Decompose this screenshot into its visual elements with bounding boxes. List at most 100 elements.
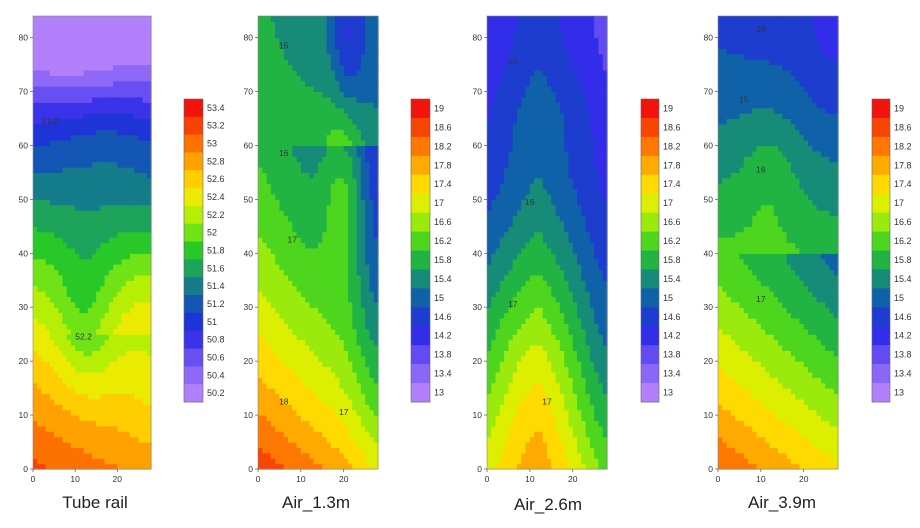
field-cell [45, 355, 51, 362]
field-cell [335, 161, 341, 168]
field-cell [322, 436, 328, 443]
field-cell [369, 107, 375, 114]
field-cell [275, 210, 281, 217]
field-cell [58, 48, 64, 55]
field-cell [66, 26, 72, 33]
field-cell [113, 156, 118, 163]
field-cell [75, 150, 80, 157]
field-cell [305, 264, 311, 271]
field-cell [279, 247, 285, 254]
field-cell [275, 291, 281, 298]
field-cell [92, 210, 97, 217]
field-cell [313, 301, 319, 308]
field-cell [262, 318, 268, 324]
field-cell [117, 312, 123, 319]
field-cell [142, 172, 148, 179]
field-cell [258, 183, 263, 190]
field-cell [108, 86, 114, 93]
field-cell [113, 59, 118, 66]
field-cell [49, 452, 55, 459]
field-cell [283, 193, 289, 200]
field-cell [96, 436, 102, 443]
field-cell [121, 204, 127, 211]
field-cell [96, 237, 102, 244]
field-cell [313, 150, 319, 157]
field-cell [335, 242, 341, 249]
field-cell [70, 377, 76, 384]
field-cell [100, 269, 106, 276]
field-cell [318, 274, 323, 281]
field-cell [113, 452, 118, 459]
field-cell [356, 425, 362, 432]
field-cell [104, 377, 110, 384]
field-cell [369, 204, 375, 211]
field-cell [108, 96, 114, 103]
field-cell [108, 361, 114, 368]
field-cell [142, 436, 148, 443]
field-cell [309, 86, 315, 93]
field-cell [70, 361, 76, 368]
field-cell [62, 301, 68, 308]
field-cell [283, 64, 289, 71]
field-cell [62, 285, 68, 292]
field-cell [37, 339, 43, 346]
field-cell [92, 307, 97, 314]
field-cell [335, 145, 341, 152]
field-cell [100, 420, 106, 427]
field-cell [275, 113, 281, 120]
field-cell [348, 140, 353, 147]
field-cell [305, 366, 311, 373]
field-cell [33, 264, 38, 271]
field-cell [309, 113, 315, 120]
field-cell [487, 301, 492, 308]
field-cell [104, 355, 110, 362]
field-cell [352, 253, 358, 260]
field-cell [33, 436, 38, 443]
field-cell [54, 75, 59, 82]
field-cell [292, 199, 298, 206]
field-cell [330, 215, 336, 222]
colorbar-swatch [184, 134, 203, 153]
plot-frame [257, 15, 379, 470]
field-cell [309, 253, 315, 260]
field-cell [326, 215, 332, 222]
field-cell [266, 409, 272, 416]
field-cell [491, 129, 497, 136]
field-cell [356, 388, 362, 395]
colorbar-tick-label: 13 [434, 388, 444, 398]
field-cell [373, 463, 379, 470]
field-cell [309, 210, 315, 217]
field-cell [352, 350, 358, 357]
field-cell [142, 145, 148, 152]
field-cell [491, 323, 497, 330]
field-cell [330, 167, 336, 173]
field-cell [142, 371, 148, 378]
field-cell [142, 409, 148, 416]
field-cell [356, 350, 362, 357]
field-cell [100, 285, 106, 292]
field-cell [108, 107, 114, 114]
field-cell [33, 75, 38, 82]
field-cell [296, 382, 302, 389]
field-cell [330, 253, 336, 260]
field-cell [283, 393, 289, 400]
field-cell [45, 366, 51, 373]
field-cell [296, 199, 302, 206]
field-cell [54, 123, 59, 130]
colorbar-frame [410, 98, 431, 403]
field-cell [258, 69, 263, 76]
field-cell [142, 48, 148, 55]
field-cell [283, 398, 289, 405]
field-cell [100, 344, 106, 351]
field-cell [322, 80, 328, 87]
field-cell [134, 26, 139, 33]
field-cell [66, 377, 72, 384]
field-cell [45, 177, 51, 184]
field-cell [92, 161, 97, 168]
field-cell [258, 107, 263, 114]
field-cell [49, 172, 55, 179]
field-cell [288, 247, 293, 254]
field-cell [279, 134, 285, 141]
field-cell [292, 431, 298, 438]
